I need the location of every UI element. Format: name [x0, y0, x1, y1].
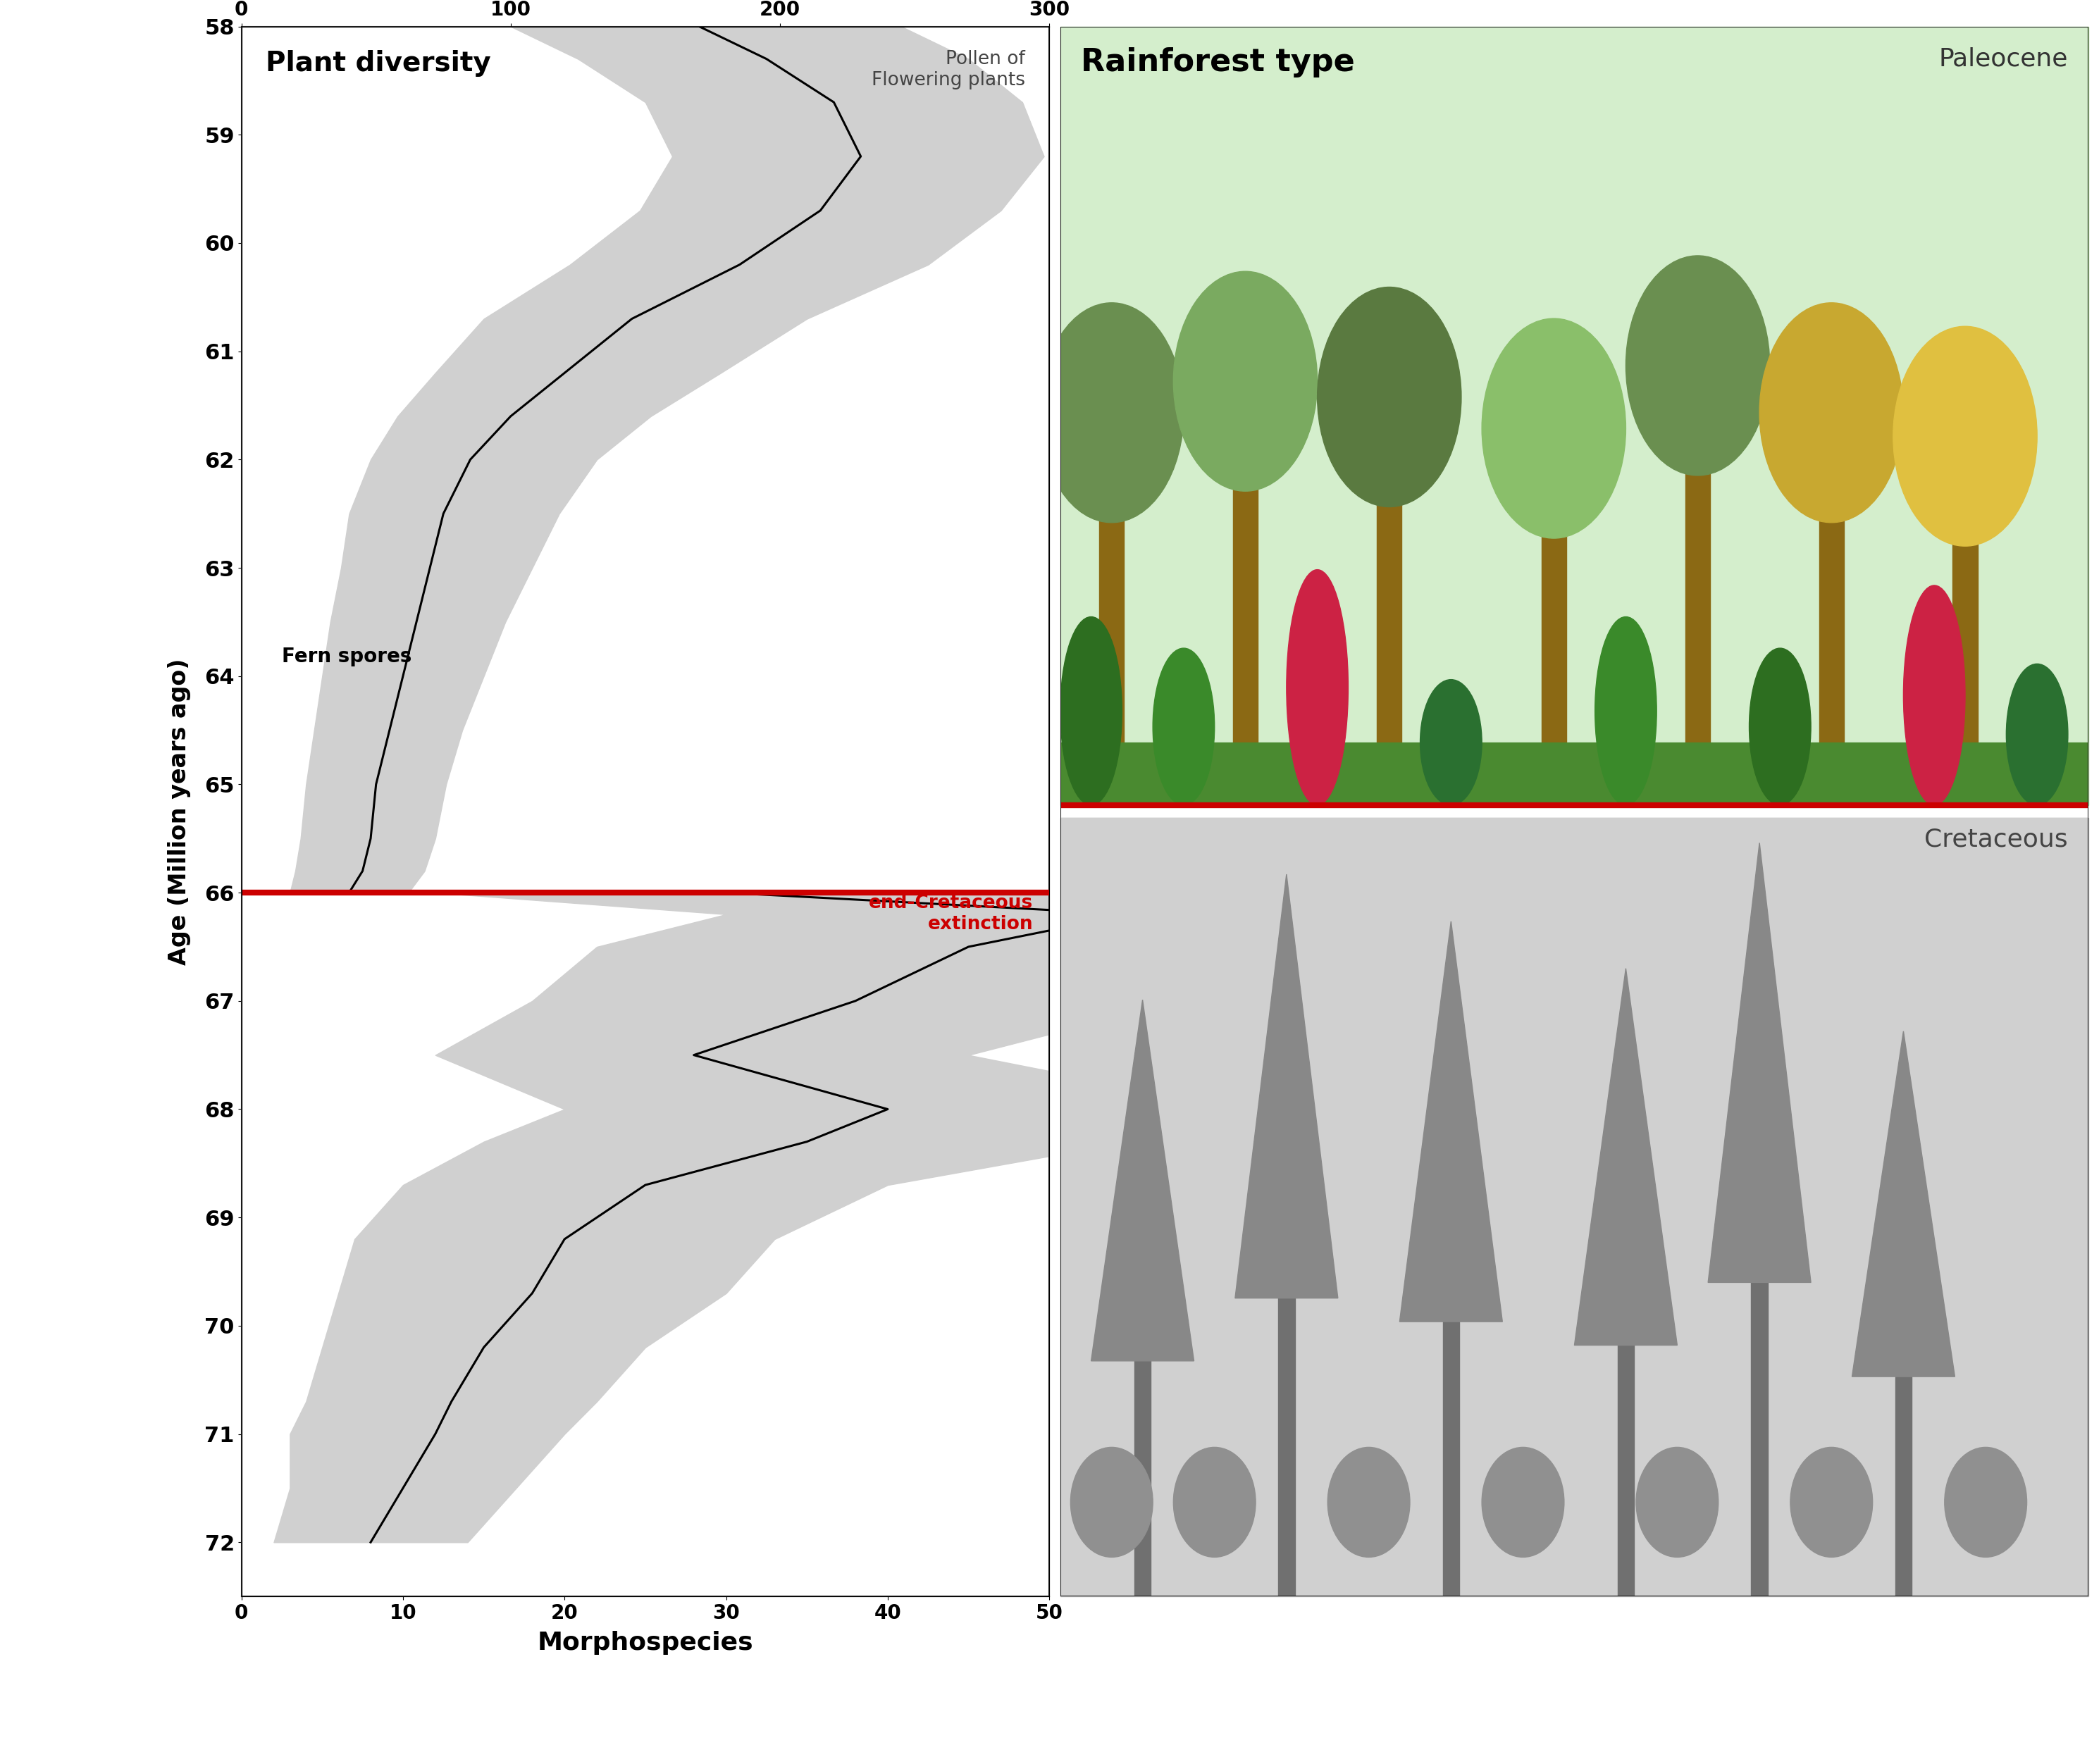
Circle shape: [1318, 288, 1461, 506]
Ellipse shape: [1173, 1446, 1255, 1558]
Bar: [1541, 522, 1566, 804]
Circle shape: [1759, 303, 1904, 522]
Polygon shape: [1574, 968, 1677, 1346]
Text: Paleocene: Paleocene: [1939, 48, 2068, 71]
Circle shape: [1482, 319, 1627, 538]
Bar: [1060, 743, 2089, 804]
Polygon shape: [1234, 875, 1337, 1298]
Ellipse shape: [1748, 647, 1811, 804]
Bar: [1685, 460, 1711, 804]
X-axis label: Morphospecies: Morphospecies: [537, 1632, 754, 1655]
Text: Cretaceous: Cretaceous: [1925, 827, 2068, 850]
Text: Fern spores: Fern spores: [281, 647, 411, 667]
Bar: [1100, 506, 1125, 804]
Ellipse shape: [1287, 570, 1348, 804]
Bar: [1060, 818, 2089, 1596]
Ellipse shape: [1944, 1446, 2028, 1558]
Polygon shape: [1091, 1000, 1194, 1362]
Polygon shape: [1709, 843, 1811, 1282]
Ellipse shape: [1904, 586, 1965, 804]
Circle shape: [1173, 272, 1318, 490]
Circle shape: [1893, 326, 2038, 547]
Ellipse shape: [1329, 1446, 1411, 1558]
Bar: [1377, 490, 1402, 804]
Polygon shape: [1400, 921, 1503, 1321]
Ellipse shape: [2007, 663, 2068, 804]
Text: end-Cretaceous
extinction: end-Cretaceous extinction: [869, 894, 1033, 933]
Ellipse shape: [1482, 1446, 1564, 1558]
Ellipse shape: [1790, 1446, 1872, 1558]
Bar: [1442, 1048, 1459, 1596]
Ellipse shape: [1635, 1446, 1719, 1558]
Ellipse shape: [1595, 617, 1656, 804]
Bar: [1133, 1125, 1150, 1596]
Bar: [1618, 1094, 1633, 1596]
Circle shape: [1627, 256, 1769, 476]
Y-axis label: Age (Million years ago): Age (Million years ago): [168, 658, 191, 965]
Bar: [1952, 531, 1977, 804]
Ellipse shape: [1421, 679, 1482, 804]
Bar: [1232, 476, 1257, 804]
Bar: [1060, 26, 2089, 804]
Circle shape: [1039, 303, 1184, 522]
Polygon shape: [1851, 1032, 1954, 1376]
Bar: [1895, 1157, 1912, 1596]
Bar: [1751, 968, 1767, 1596]
Bar: [1060, 26, 2089, 804]
Text: Plant diversity: Plant diversity: [267, 49, 491, 78]
Bar: [1060, 818, 2089, 1596]
Ellipse shape: [1060, 617, 1123, 804]
Ellipse shape: [1070, 1446, 1152, 1558]
Bar: [1820, 506, 1843, 804]
Bar: [1278, 1000, 1295, 1596]
Ellipse shape: [1152, 647, 1215, 804]
Text: Pollen of
Flowering plants: Pollen of Flowering plants: [871, 49, 1024, 90]
Text: Rainforest type: Rainforest type: [1081, 48, 1354, 78]
